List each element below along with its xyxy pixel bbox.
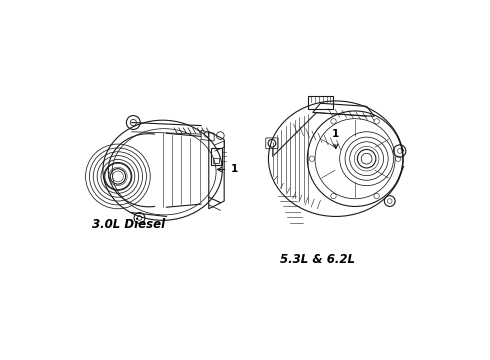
Text: 3.0L Diesel: 3.0L Diesel — [92, 218, 165, 231]
Text: 1: 1 — [332, 129, 340, 149]
Bar — [308, 95, 333, 109]
Text: 5.3L & 6.2L: 5.3L & 6.2L — [280, 253, 355, 266]
Text: 1: 1 — [218, 165, 238, 175]
Bar — [213, 158, 219, 163]
